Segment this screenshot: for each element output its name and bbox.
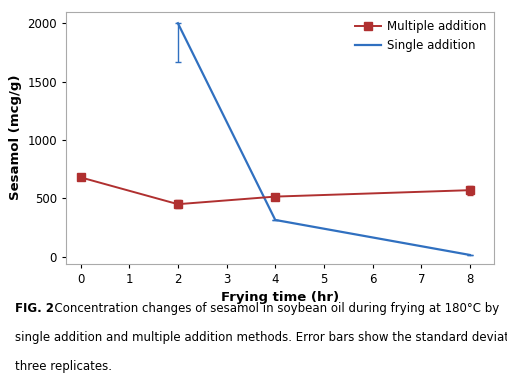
Text: . Concentration changes of sesamol in soybean oil during frying at 180°C by: . Concentration changes of sesamol in so… <box>47 302 499 315</box>
X-axis label: Frying time (hr): Frying time (hr) <box>221 291 339 304</box>
Text: single addition and multiple addition methods. Error bars show the standard devi: single addition and multiple addition me… <box>15 331 507 344</box>
Y-axis label: Sesamol (mcg/g): Sesamol (mcg/g) <box>9 75 22 200</box>
Text: FIG. 2: FIG. 2 <box>15 302 54 315</box>
Text: three replicates.: three replicates. <box>15 360 112 373</box>
Legend: Multiple addition, Single addition: Multiple addition, Single addition <box>350 15 491 57</box>
